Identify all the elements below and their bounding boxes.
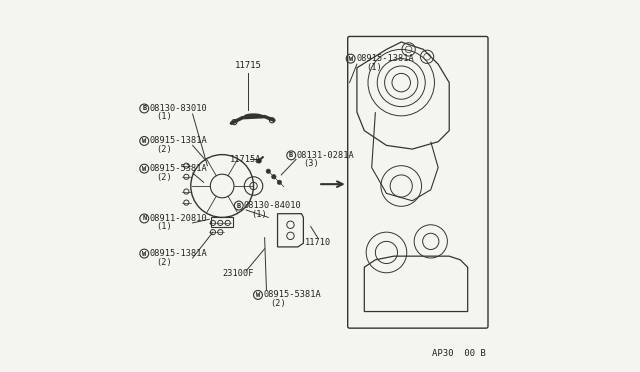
Text: AP30  00 B: AP30 00 B [433,349,486,358]
Circle shape [257,159,261,163]
Circle shape [271,174,276,179]
Text: (1): (1) [156,222,172,231]
Text: (3): (3) [303,159,319,169]
Text: 08131-0281A: 08131-0281A [296,151,354,160]
Text: N: N [142,215,147,221]
Text: (2): (2) [156,145,172,154]
Circle shape [277,180,282,185]
Text: 11715A: 11715A [230,155,261,164]
Text: (1): (1) [367,62,382,72]
Text: W: W [142,251,147,257]
Text: W: W [256,292,260,298]
Text: (2): (2) [156,257,172,267]
Text: 11710: 11710 [305,238,332,247]
Text: 08915-1381A: 08915-1381A [356,54,414,63]
Text: W: W [142,166,147,171]
Text: W: W [142,138,147,144]
Text: 08915-1381A: 08915-1381A [149,249,207,258]
Text: (1): (1) [251,209,267,219]
Text: 08130-84010: 08130-84010 [244,201,301,210]
Text: 08915-5381A: 08915-5381A [149,164,207,173]
Text: B: B [142,106,147,112]
Text: W: W [349,56,353,62]
Circle shape [269,118,275,123]
Text: B: B [237,203,241,209]
Text: 08130-83010: 08130-83010 [149,104,207,113]
Text: 23100F: 23100F [222,269,253,278]
Circle shape [266,169,271,173]
Text: (2): (2) [270,299,286,308]
Text: (2): (2) [156,173,172,182]
Text: (1): (1) [156,112,172,121]
Circle shape [232,119,237,125]
Text: 08915-5381A: 08915-5381A [263,291,321,299]
Text: B: B [289,153,293,158]
Text: 11715: 11715 [235,61,261,70]
Text: 08911-20810: 08911-20810 [149,214,207,223]
Text: 08915-1381A: 08915-1381A [149,137,207,145]
